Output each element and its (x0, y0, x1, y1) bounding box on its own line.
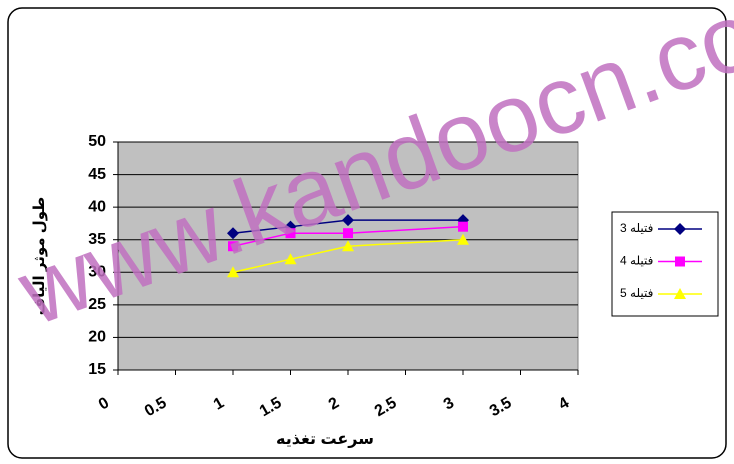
x-axis-title: سرعت تغذیه (276, 431, 374, 448)
marker (674, 223, 686, 235)
marker (343, 228, 353, 239)
marker (342, 214, 354, 227)
legend-label: فتیله 3 (620, 221, 653, 235)
marker (228, 241, 238, 252)
y-tick-label: 35 (88, 231, 106, 248)
marker (674, 288, 686, 299)
y-tick-label: 45 (88, 166, 106, 183)
marker (227, 227, 239, 240)
marker (285, 228, 296, 239)
series-line (232, 219, 463, 234)
legend-label: فتیله 5 (620, 286, 653, 300)
y-tick-label: 25 (88, 296, 106, 313)
marker (342, 240, 354, 252)
marker (284, 253, 297, 265)
marker (458, 221, 468, 232)
y-tick-label: 40 (88, 198, 106, 215)
plot-area (117, 141, 579, 371)
y-tick-label: 20 (88, 329, 106, 346)
y-axis-title: طول موثر الیاف (31, 197, 48, 316)
y-tick-label: 30 (88, 264, 106, 281)
series-line (232, 238, 464, 274)
y-tick-label: 50 (88, 133, 106, 150)
marker (227, 266, 239, 278)
marker (457, 233, 469, 245)
series-line (232, 225, 464, 247)
y-tick-label: 15 (88, 361, 106, 378)
marker (675, 256, 685, 267)
legend-label: فتیله 4 (620, 254, 653, 268)
